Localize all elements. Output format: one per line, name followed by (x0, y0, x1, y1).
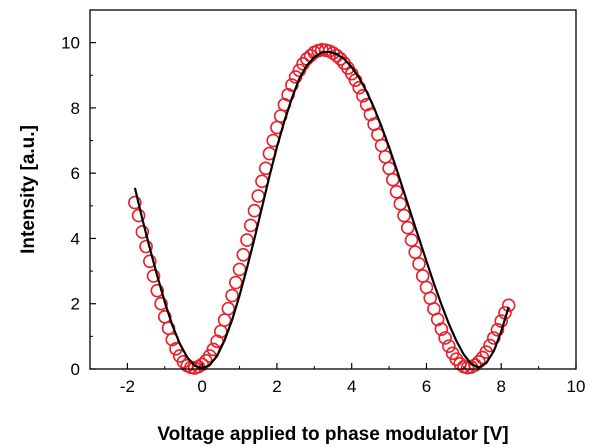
data-point (408, 245, 423, 259)
x-tick-label: -2 (120, 377, 135, 396)
data-point (251, 189, 266, 203)
x-tick-label: 2 (272, 377, 281, 396)
plot-area (128, 43, 516, 375)
data-point (240, 233, 254, 247)
data-point (442, 339, 456, 353)
axes: -2 0 2 4 6 8 10 0 2 4 6 8 10 (61, 9, 586, 396)
data-point (150, 283, 165, 298)
data-point (393, 197, 408, 211)
data-point (389, 184, 404, 199)
data-point (135, 225, 150, 239)
x-tick-label: 4 (347, 377, 356, 396)
data-point (243, 218, 258, 233)
data-point (146, 269, 161, 283)
data-point (195, 357, 209, 372)
data-point (229, 275, 243, 290)
data-point (400, 220, 415, 235)
x-axis-title: Voltage applied to phase modulator [V] (157, 424, 508, 445)
data-point (131, 208, 146, 223)
data-point (404, 233, 419, 247)
data-point (386, 172, 400, 187)
data-point (490, 323, 505, 337)
x-tick-label: 0 (197, 377, 206, 396)
x-tick-label: 8 (496, 377, 505, 396)
y-tick-label: 4 (71, 229, 80, 248)
data-point (501, 298, 516, 313)
y-axis-title: Intensity [a.u.] (18, 125, 39, 254)
data-point (397, 208, 411, 223)
data-point (378, 150, 393, 164)
data-point (143, 254, 157, 269)
data-point (415, 269, 430, 283)
data-point (449, 352, 464, 367)
data-point (236, 247, 251, 262)
data-point (329, 48, 344, 63)
data-point (438, 331, 452, 345)
data-point (494, 314, 509, 328)
data-point (139, 239, 153, 254)
data-point (288, 70, 303, 84)
data-point (382, 161, 396, 176)
data-point (217, 313, 232, 327)
data-point (128, 195, 142, 210)
y-tick-label: 6 (71, 164, 80, 183)
y-tick-label: 8 (71, 99, 80, 118)
data-point (232, 262, 247, 277)
data-point (412, 257, 426, 271)
data-point (434, 322, 449, 336)
data-point (221, 301, 236, 316)
plot-frame (89, 9, 577, 370)
data-point (333, 52, 348, 66)
x-tick-label: 6 (422, 377, 431, 396)
y-tick-label: 2 (71, 295, 80, 314)
data-point (154, 296, 168, 311)
y-tick-label: 10 (61, 34, 80, 53)
x-tick-label: 10 (567, 377, 586, 396)
y-tick-label: 0 (71, 360, 80, 379)
fit-line (133, 50, 510, 370)
data-point (225, 288, 239, 303)
data-point (202, 349, 217, 363)
data-point (247, 203, 262, 218)
